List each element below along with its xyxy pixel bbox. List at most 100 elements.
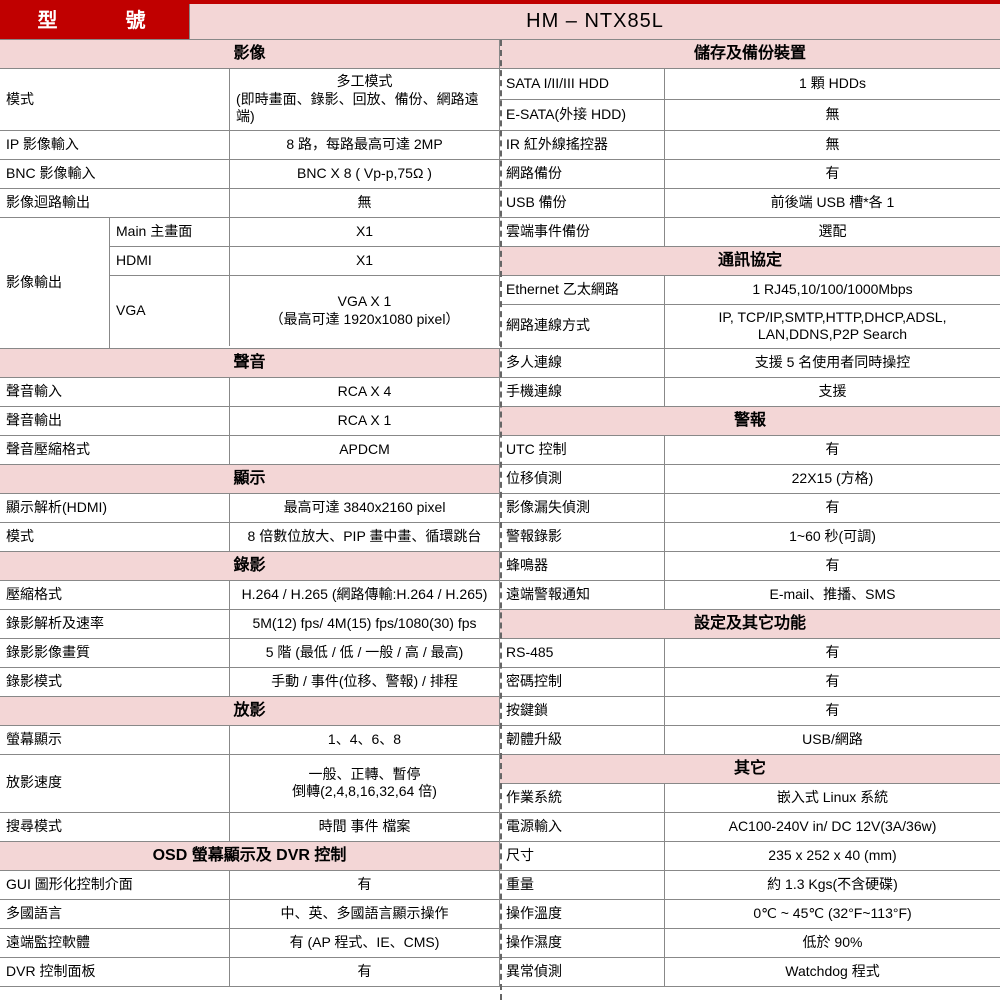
remote-value: 有 (AP 程式、IE、CMS) xyxy=(230,929,500,957)
vloss-value: 有 xyxy=(665,494,1000,522)
dvr-label: DVR 控制面板 xyxy=(0,958,230,986)
pwd-value: 有 xyxy=(665,668,1000,696)
ain-value: RCA X 4 xyxy=(230,378,500,406)
row-rres: 錄影解析及速率 5M(12) fps/ 4M(15) fps/1080(30) … xyxy=(0,610,1000,639)
row-mode: 模式 多工模式 (即時畫面、錄影、回放、備份、網路遠端) SATA I/II/I… xyxy=(0,69,1000,131)
weight-label: 重量 xyxy=(500,871,665,899)
fw-label: 韌體升級 xyxy=(500,726,665,754)
buzz-label: 蜂鳴器 xyxy=(500,552,665,580)
lang-value: 中、英、多國語言顯示操作 xyxy=(230,900,500,928)
wdt-value: Watchdog 程式 xyxy=(665,958,1000,986)
spec-table: { "header": { "label": "型 號", "model": "… xyxy=(0,0,1000,1000)
ipin-label: IP 影像輸入 xyxy=(0,131,230,159)
optemp-label: 操作溫度 xyxy=(500,900,665,928)
rres-label: 錄影解析及速率 xyxy=(0,610,230,638)
rmode-label: 錄影模式 xyxy=(0,668,230,696)
humid-label: 操作濕度 xyxy=(500,929,665,957)
humid-value: 低於 90% xyxy=(665,929,1000,957)
usbbk-value: 前後端 USB 槽*各 1 xyxy=(665,189,1000,217)
motion-value: 22X15 (方格) xyxy=(665,465,1000,493)
conn-value: IP, TCP/IP,SMTP,HTTP,DHCP,ADSL, LAN,DDNS… xyxy=(665,305,1000,348)
row-remote: 遠端監控軟體 有 (AP 程式、IE、CMS) 操作濕度 低於 90% xyxy=(0,929,1000,958)
mode-label: 模式 xyxy=(0,69,230,130)
dres-label: 顯示解析(HDMI) xyxy=(0,494,230,522)
screen-label: 螢幕顯示 xyxy=(0,726,230,754)
row-lang: 多國語言 中、英、多國語言顯示操作 操作溫度 0℃ ~ 45℃ (32°F~11… xyxy=(0,900,1000,929)
pwd-label: 密碼控制 xyxy=(500,668,665,696)
acodec-label: 聲音壓縮格式 xyxy=(0,436,230,464)
section-audio: 聲音 xyxy=(0,349,500,377)
rs485-label: RS-485 xyxy=(500,639,665,667)
remalarm-value: E-mail、推播、SMS xyxy=(665,581,1000,609)
rs485-value: 有 xyxy=(665,639,1000,667)
buzz-value: 有 xyxy=(665,552,1000,580)
model-label: 型 號 xyxy=(0,4,190,39)
row-vout: 影像輸出 Main 主畫面 X1 HDMI X1 VGA VGA X 1 （最高… xyxy=(0,218,1000,349)
vcodec-value: H.264 / H.265 (網路傳輸:H.264 / H.265) xyxy=(230,581,500,609)
optemp-value: 0℃ ~ 45℃ (32°F~113°F) xyxy=(665,900,1000,928)
header-row: 型 號 HM – NTX85L xyxy=(0,4,1000,40)
vga-value: VGA X 1 （最高可達 1920x1080 pixel） xyxy=(230,276,500,346)
row-gui: GUI 圖形化控制介面 有 重量 約 1.3 Kgs(不含硬碟) xyxy=(0,871,1000,900)
model-value: HM – NTX85L xyxy=(190,4,1000,39)
section-record: 錄影 xyxy=(0,552,500,580)
pspeed-label: 放影速度 xyxy=(0,755,230,812)
netbk-value: 有 xyxy=(665,160,1000,188)
rq-value: 5 階 (最低 / 低 / 一般 / 高 / 最高) xyxy=(230,639,500,667)
power-label: 電源輸入 xyxy=(500,813,665,841)
row-ipin: IP 影像輸入 8 路，每路最高可達 2MP IR 紅外線搖控器 無 xyxy=(0,131,1000,160)
row-dmode: 模式 8 倍數位放大、PIP 畫中畫、循環跳台 警報錄影 1~60 秒(可調) xyxy=(0,523,1000,552)
row-display-hdr: 顯示 顯示解析(HDMI) 最高可達 3840x2160 pixel 位移偵測 … xyxy=(0,465,1000,523)
ir-value: 無 xyxy=(665,131,1000,159)
multi-value: 支援 5 名使用者同時操控 xyxy=(665,349,1000,377)
row-rmode: 錄影模式 手動 / 事件(位移、警報) / 排程 密碼控制 有 xyxy=(0,668,1000,697)
arec-label: 警報錄影 xyxy=(500,523,665,551)
row-loop: 影像迴路輸出 無 USB 備份 前後端 USB 槽*各 1 xyxy=(0,189,1000,218)
sata-value: 1 顆 HDDs xyxy=(665,69,1000,99)
row-acodec: 聲音壓縮格式 APDCM UTC 控制 有 xyxy=(0,436,1000,465)
dvr-value: 有 xyxy=(230,958,500,986)
lang-label: 多國語言 xyxy=(0,900,230,928)
section-storage: 儲存及備份裝置 xyxy=(500,40,1000,68)
weight-value: 約 1.3 Kgs(不含硬碟) xyxy=(665,871,1000,899)
esata-label: E-SATA(外接 HDD) xyxy=(500,100,665,130)
row-audio-hdr: 聲音 多人連線 支援 5 名使用者同時操控 xyxy=(0,349,1000,378)
mode-v1: 多工模式 xyxy=(337,73,393,91)
row-osd-hdr: OSD 螢幕顯示及 DVR 控制 尺寸 235 x 252 x 40 (mm) xyxy=(0,842,1000,871)
hdmi-label: HDMI xyxy=(110,247,230,275)
mob-value: 支援 xyxy=(665,378,1000,406)
aout-label: 聲音輸出 xyxy=(0,407,230,435)
rmode-value: 手動 / 事件(位移、警報) / 排程 xyxy=(230,668,500,696)
section-video: 影像 xyxy=(0,40,500,68)
bnc-label: BNC 影像輸入 xyxy=(0,160,230,188)
row-play-hdr: 放影 按鍵鎖 有 xyxy=(0,697,1000,726)
mode-value: 多工模式 (即時畫面、錄影、回放、備份、網路遠端) xyxy=(230,69,500,130)
row-screen: 螢幕顯示 1、4、6、8 韌體升級 USB/網路 xyxy=(0,726,1000,755)
search-label: 搜尋模式 xyxy=(0,813,230,841)
section-display: 顯示 xyxy=(0,465,500,493)
ir-label: IR 紅外線搖控器 xyxy=(500,131,665,159)
search-value: 時間 事件 檔案 xyxy=(230,813,500,841)
sata-label: SATA I/II/III HDD xyxy=(500,69,665,99)
row-aout: 聲音輸出 RCA X 1 警報 xyxy=(0,407,1000,436)
row-dvr: DVR 控制面板 有 異常偵測 Watchdog 程式 xyxy=(0,958,1000,987)
loop-value: 無 xyxy=(230,189,500,217)
cloud-label: 雲端事件備份 xyxy=(500,218,665,246)
cloud-value: 選配 xyxy=(665,218,1000,246)
power-value: AC100-240V in/ DC 12V(3A/36w) xyxy=(665,813,1000,841)
gui-value: 有 xyxy=(230,871,500,899)
dmode-value: 8 倍數位放大、PIP 畫中畫、循環跳台 xyxy=(230,523,500,551)
mode-v2: (即時畫面、錄影、回放、備份、網路遠端) xyxy=(236,91,493,126)
conn-label: 網路連線方式 xyxy=(500,305,665,348)
vga-v2: （最高可達 1920x1080 pixel） xyxy=(270,311,460,329)
main-value: X1 xyxy=(230,218,500,246)
pspeed-value: 一般、正轉、暫停 倒轉(2,4,8,16,32,64 倍) xyxy=(230,755,500,812)
vga-v1: VGA X 1 xyxy=(338,293,392,311)
row-pspeed: 放影速度 一般、正轉、暫停 倒轉(2,4,8,16,32,64 倍) 其它 作業… xyxy=(0,755,1000,813)
os-label: 作業系統 xyxy=(500,784,665,812)
row-vcodec: 壓縮格式 H.264 / H.265 (網路傳輸:H.264 / H.265) … xyxy=(0,581,1000,610)
dres-value: 最高可達 3840x2160 pixel xyxy=(230,494,500,522)
os-value: 嵌入式 Linux 系統 xyxy=(665,784,1000,812)
netbk-label: 網路備份 xyxy=(500,160,665,188)
row-bnc: BNC 影像輸入 BNC X 8 ( Vp-p,75Ω ) 網路備份 有 xyxy=(0,160,1000,189)
